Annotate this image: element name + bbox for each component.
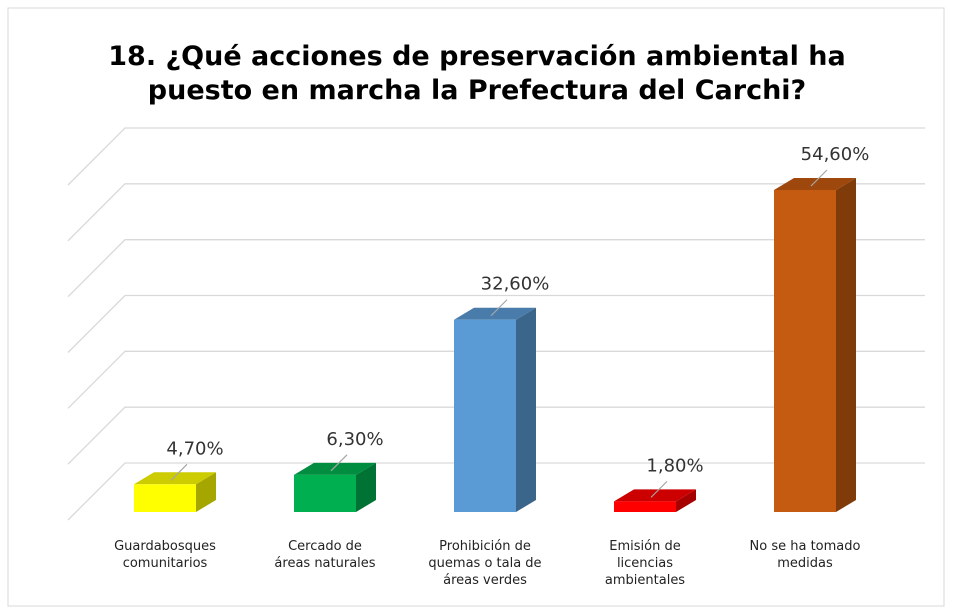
bar-top xyxy=(134,472,216,485)
bar-side xyxy=(676,489,696,512)
x-tick-label: No se ha tomado medidas xyxy=(749,539,861,571)
leader-line xyxy=(650,480,668,498)
x-tick-label: Prohibición de quemas o tala de áreas ve… xyxy=(428,539,542,588)
bar-side xyxy=(356,462,376,512)
grid-line xyxy=(67,127,925,186)
grid-line xyxy=(67,350,925,409)
bar xyxy=(614,501,676,512)
bar xyxy=(294,474,356,512)
grid-line xyxy=(67,406,925,465)
leader-line xyxy=(490,299,508,317)
leader-line xyxy=(330,454,348,472)
bar xyxy=(774,190,836,512)
leader-line xyxy=(170,463,188,481)
x-tick-label: Cercado de áreas naturales xyxy=(274,539,376,571)
value-label: 6,30% xyxy=(326,429,383,450)
bar-top xyxy=(294,462,376,475)
bar xyxy=(454,319,516,512)
value-label: 54,60% xyxy=(801,144,870,165)
bar-side xyxy=(196,472,216,512)
bar-top xyxy=(614,489,696,502)
value-label: 1,80% xyxy=(646,455,703,476)
bar-top xyxy=(454,307,536,320)
grid-line xyxy=(67,183,925,242)
chart-title: 18. ¿Qué acciones de preservación ambien… xyxy=(108,41,846,106)
grid-line xyxy=(67,239,925,298)
x-tick-label: Emisión de licencias ambientales xyxy=(604,539,686,588)
x-tick-label: Guardabosques comunitarios xyxy=(114,539,216,571)
grid-line xyxy=(67,462,925,521)
bar-side xyxy=(516,307,536,512)
bar-top xyxy=(774,178,856,190)
leader-line xyxy=(810,169,828,187)
value-label: 32,60% xyxy=(481,274,550,295)
grid-line xyxy=(67,294,925,353)
bar-side xyxy=(836,178,856,512)
bar xyxy=(134,484,196,512)
value-label: 4,70% xyxy=(166,438,223,459)
